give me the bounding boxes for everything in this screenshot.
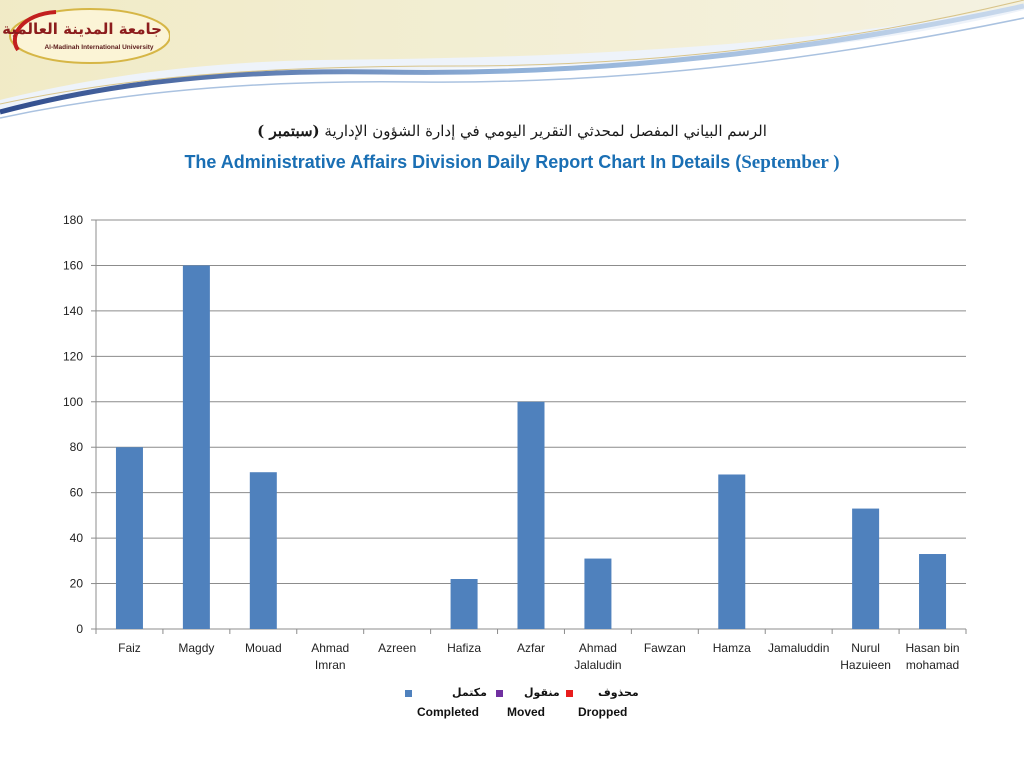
y-tick-label: 160 <box>63 258 83 272</box>
x-category-label: Imran <box>315 658 346 672</box>
x-category-label: mohamad <box>906 658 959 672</box>
legend-label-completed: Completed <box>417 705 480 719</box>
y-tick-label: 20 <box>70 577 84 591</box>
logo-name-arabic: جامعة المدينة العالمية <box>2 20 162 38</box>
bar-chart: 0 20 40 60 80 100 120 140 160 180 Faiz Magdy Mouad Ah… <box>63 213 967 672</box>
y-tick-label: 40 <box>70 531 84 545</box>
y-tick-label: 120 <box>63 349 83 363</box>
x-category-label: Ahmad <box>311 641 349 655</box>
legend-item-dropped: محذوف Dropped <box>566 686 650 722</box>
bar-completed-hafiza <box>450 579 478 629</box>
legend-label-completed-arabic: مكتمل <box>452 686 487 699</box>
y-tick-label: 60 <box>70 486 84 500</box>
bar-completed-hamza <box>718 474 746 629</box>
x-category-label: Hafiza <box>447 641 481 655</box>
legend-swatch-moved <box>496 690 503 697</box>
y-tick-label: 0 <box>76 622 83 636</box>
title-english-month: September ) <box>741 152 840 173</box>
legend-swatch-dropped <box>566 690 573 697</box>
legend-label-moved-arabic: منقول <box>524 686 560 699</box>
x-category-label: Hazuieen <box>840 658 891 672</box>
legend-label-dropped: Dropped <box>578 705 628 719</box>
legend-item-completed: مكتمل Completed <box>400 686 487 722</box>
chart-legend: مكتمل Completed منقول Moved محذوف Droppe… <box>400 686 650 722</box>
bar-completed-magdy <box>182 265 210 629</box>
x-category-label: Mouad <box>245 641 282 655</box>
y-tick-label: 80 <box>70 440 84 454</box>
x-category-label: Hamza <box>713 641 751 655</box>
y-tick-label: 100 <box>63 395 83 409</box>
x-category-label: Faiz <box>118 641 141 655</box>
bar-completed-faiz <box>115 447 143 629</box>
legend-item-moved: منقول Moved <box>492 686 564 722</box>
x-category-label: Nurul <box>851 641 880 655</box>
title-arabic-month: (سبتمبر ) <box>257 122 320 140</box>
bar-completed-hasan-bin-mohamad <box>919 554 947 629</box>
x-category-label: Jalaludin <box>574 658 621 672</box>
x-category-label: Azreen <box>378 641 416 655</box>
logo-emblem <box>9 8 171 64</box>
x-category-label: Fawzan <box>644 641 686 655</box>
x-category-label: Magdy <box>178 641 214 655</box>
x-category-label: Azfar <box>517 641 545 655</box>
legend-label-dropped-arabic: محذوف <box>598 686 639 699</box>
chart-title-english: The Administrative Affairs Division Dail… <box>0 152 1024 174</box>
x-category-label: Ahmad <box>579 641 617 655</box>
chart-title-arabic: الرسم البياني المفصل لمحدثي التقرير اليو… <box>0 122 1024 140</box>
bar-completed-nurul-hazuieen <box>852 508 880 629</box>
bar-completed-ahmad-jalaludin <box>584 558 612 629</box>
bar-completed-azfar <box>517 401 545 629</box>
bar-completed-mouad <box>249 472 277 629</box>
y-tick-label: 140 <box>63 304 83 318</box>
x-category-label: Hasan bin <box>906 641 960 655</box>
header-decoration <box>0 0 1024 119</box>
legend-swatch-completed <box>405 690 412 697</box>
x-category-label: Jamaluddin <box>768 641 829 655</box>
y-tick-label: 180 <box>63 213 83 227</box>
title-english-main: The Administrative Affairs Division Dail… <box>184 152 742 172</box>
university-logo: جامعة المدينة العالمية Al-Madinah Intern… <box>2 6 171 64</box>
logo-name-english: Al-Madinah International University <box>44 44 154 51</box>
title-arabic-main: الرسم البياني المفصل لمحدثي التقرير اليو… <box>324 122 767 140</box>
legend-label-moved: Moved <box>507 705 546 719</box>
